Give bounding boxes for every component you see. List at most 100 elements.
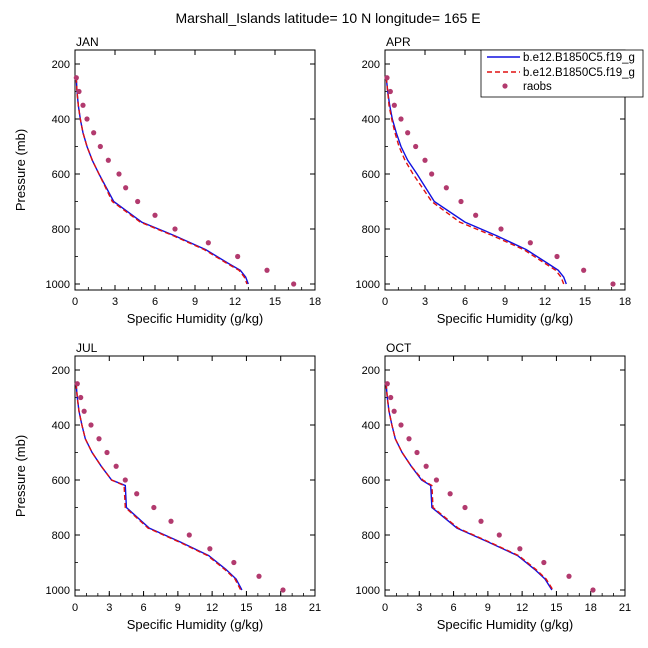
raobs-point xyxy=(84,116,90,122)
raobs-point xyxy=(135,198,141,205)
legend-label: b.e12.B1850C5.f19_g xyxy=(523,52,635,64)
raobs-point xyxy=(581,267,587,273)
y-tick-label: 200 xyxy=(52,365,70,377)
y-tick-label: 400 xyxy=(52,114,70,126)
raobs-point xyxy=(391,408,397,414)
raobs-point xyxy=(517,546,523,552)
x-tick-label: 6 xyxy=(141,602,147,614)
raobs-point xyxy=(76,88,82,95)
y-tick-label: 1000 xyxy=(356,585,380,597)
x-axis-title: Specific Humidity (g/kg) xyxy=(437,311,574,326)
plot-frame xyxy=(384,355,626,597)
raobs-point xyxy=(105,157,111,163)
raobs-point xyxy=(398,116,404,122)
raobs-point xyxy=(151,504,157,511)
plot-frame xyxy=(74,49,316,291)
y-tick-label: 800 xyxy=(52,530,70,542)
y-tick-label: 200 xyxy=(52,59,70,71)
raobs-point xyxy=(413,143,419,150)
y-tick-label: 400 xyxy=(362,114,380,126)
x-axis-title: Specific Humidity (g/kg) xyxy=(437,617,574,632)
raobs-point xyxy=(541,559,547,566)
raobs-point xyxy=(498,226,504,232)
x-tick-label: 9 xyxy=(502,296,508,308)
x-tick-label: 18 xyxy=(275,602,287,614)
raobs-point xyxy=(384,75,390,81)
panel-apr: APR 0 3 6 9 12 15 18 200 400 600 800 1000 Specific Hu… xyxy=(356,35,632,326)
panel-jan: JAN 0 3 6 9 12 15 18 200 400 600 800 1000 Specific Hu… xyxy=(13,35,321,326)
x-tick-label: 12 xyxy=(206,602,218,614)
x-axis-title: Specific Humidity (g/kg) xyxy=(127,311,264,326)
y-tick-label: 1000 xyxy=(356,279,380,291)
raobs-point xyxy=(443,185,449,191)
x-tick-label: 18 xyxy=(619,296,631,308)
model-line-dashed xyxy=(385,77,565,285)
raobs-point xyxy=(406,436,412,442)
raobs-point xyxy=(97,143,103,150)
panel-title: JAN xyxy=(76,35,99,49)
x-tick-label: 9 xyxy=(175,602,181,614)
legend-label: raobs xyxy=(523,81,552,93)
y-axis-title: Pressure (mb) xyxy=(13,435,28,517)
legend: b.e12.B1850C5.f19_g b.e12.B1850C5.f19_gra… xyxy=(480,49,644,98)
x-tick-label: 3 xyxy=(416,602,422,614)
raobs-point xyxy=(168,518,174,524)
raobs-point xyxy=(116,171,122,177)
raobs-point xyxy=(433,477,440,483)
x-tick-label: 18 xyxy=(309,296,321,308)
y-tick-label: 800 xyxy=(362,530,380,542)
y-tick-label: 1000 xyxy=(46,279,70,291)
raobs-point xyxy=(291,281,297,287)
raobs-point xyxy=(391,102,397,108)
raobs-point xyxy=(422,157,428,163)
panel-title: OCT xyxy=(386,341,412,355)
x-tick-label: 12 xyxy=(539,296,551,308)
raobs-point xyxy=(104,449,110,456)
raobs-point xyxy=(80,102,86,108)
model-line-dashed xyxy=(385,383,554,591)
legend-box xyxy=(480,49,644,98)
x-tick-label: 6 xyxy=(451,602,457,614)
x-tick-label: 21 xyxy=(619,602,631,614)
x-tick-label: 0 xyxy=(72,296,78,308)
raobs-point xyxy=(527,240,533,246)
raobs-point xyxy=(113,463,119,469)
raobs-point xyxy=(91,130,97,136)
raobs-point xyxy=(96,436,102,442)
raobs-point xyxy=(81,408,87,414)
raobs-point xyxy=(610,281,616,287)
x-tick-label: 0 xyxy=(72,602,78,614)
panel-title: JUL xyxy=(76,341,98,355)
model-line-dashed xyxy=(75,383,242,591)
raobs-point xyxy=(590,587,596,593)
x-tick-label: 12 xyxy=(516,602,528,614)
raobs-point xyxy=(566,573,572,579)
y-tick-label: 800 xyxy=(362,224,380,236)
model-line-dashed xyxy=(75,77,248,285)
raobs-point xyxy=(405,130,411,136)
y-tick-label: 600 xyxy=(52,475,70,487)
raobs-point xyxy=(264,267,270,273)
raobs-point xyxy=(78,394,84,401)
y-tick-label: 200 xyxy=(362,365,380,377)
x-tick-label: 12 xyxy=(229,296,241,308)
raobs-point xyxy=(414,449,420,456)
raobs-point xyxy=(123,185,129,191)
x-tick-label: 15 xyxy=(579,296,591,308)
raobs-point xyxy=(447,491,453,497)
legend-marker-raobs xyxy=(502,83,508,89)
x-tick-label: 15 xyxy=(269,296,281,308)
raobs-point xyxy=(74,381,80,387)
y-tick-label: 600 xyxy=(52,169,70,181)
x-tick-label: 0 xyxy=(382,602,388,614)
y-tick-label: 600 xyxy=(362,169,380,181)
raobs-point xyxy=(280,587,286,593)
raobs-point xyxy=(235,253,241,260)
raobs-point xyxy=(387,88,393,95)
chart-title: Marshall_Islands latitude= 10 N longitud… xyxy=(175,10,480,26)
y-tick-label: 600 xyxy=(362,475,380,487)
model-line-solid xyxy=(385,383,553,591)
raobs-point xyxy=(122,477,128,483)
